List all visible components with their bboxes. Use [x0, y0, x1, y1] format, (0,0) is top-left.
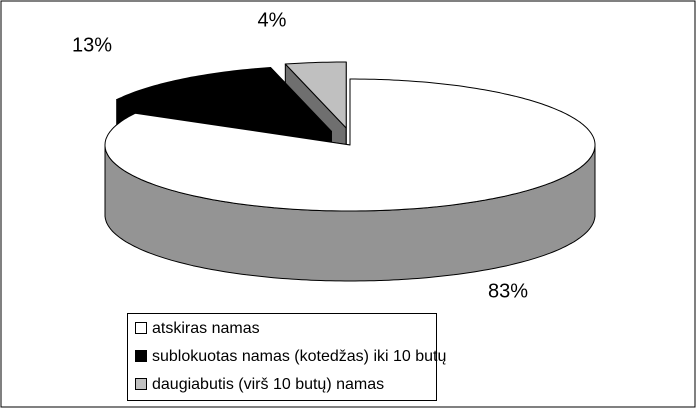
- legend-label: daugiabutis (virš 10 butų) namas: [152, 376, 384, 393]
- pie-slice: [104, 78, 596, 212]
- legend: atskiras namas sublokuotas namas (kotedža…: [135, 320, 446, 393]
- data-label: 4%: [258, 9, 287, 31]
- pie-slice: [284, 61, 347, 129]
- legend-swatch: [135, 378, 147, 390]
- legend-swatch: [135, 322, 147, 334]
- data-label: 13%: [72, 34, 112, 56]
- legend-swatch: [135, 350, 147, 362]
- legend-label: atskiras namas: [152, 320, 260, 337]
- pie: [104, 61, 596, 282]
- pie-slice: [116, 67, 332, 132]
- data-label: 83%: [488, 280, 528, 302]
- legend-label: sublokuotas namas (kotedžas) iki 10 butų: [152, 348, 446, 365]
- legend-box: [127, 313, 437, 401]
